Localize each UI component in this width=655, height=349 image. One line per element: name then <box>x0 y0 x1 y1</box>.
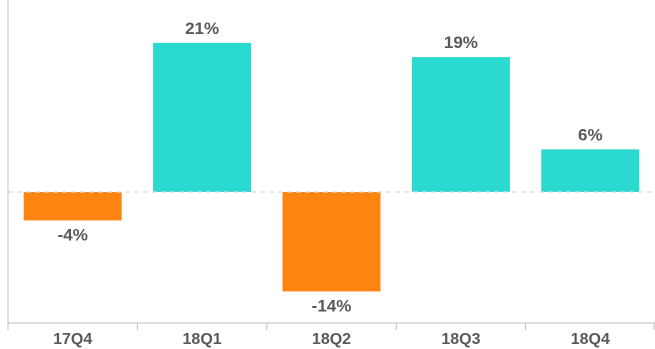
bars-group <box>23 42 640 292</box>
data-labels-group: -4% 21% -14% 19% 6% <box>58 19 603 315</box>
x-tick-label-18Q4: 18Q4 <box>571 331 610 348</box>
bar-18Q1 <box>153 42 252 193</box>
bar-18Q2 <box>282 192 381 292</box>
x-tick-label-18Q1: 18Q1 <box>183 331 222 348</box>
data-label-17Q4: -4% <box>58 225 88 244</box>
bar-17Q4 <box>23 192 122 221</box>
bar-18Q4 <box>541 149 640 192</box>
x-tick-label-18Q2: 18Q2 <box>312 331 351 348</box>
x-tick-label-17Q4: 17Q4 <box>53 331 92 348</box>
bar-18Q3 <box>411 57 510 192</box>
x-axis-ticks <box>7 323 655 330</box>
data-label-18Q4: 6% <box>578 125 603 144</box>
data-label-18Q3: 19% <box>444 33 478 52</box>
data-label-18Q2: -14% <box>312 296 352 315</box>
x-tick-label-18Q3: 18Q3 <box>441 331 480 348</box>
data-label-18Q1: 21% <box>185 19 219 38</box>
x-axis-labels: 17Q4 18Q1 18Q2 18Q3 18Q4 <box>53 331 610 348</box>
